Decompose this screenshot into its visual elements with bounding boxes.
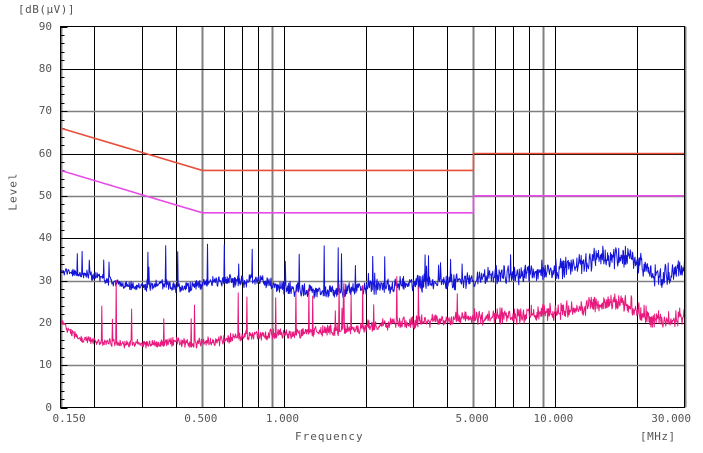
measurement-traces <box>60 243 685 349</box>
y-tick-30: 30 <box>38 273 52 287</box>
y-tick-20: 20 <box>38 315 52 329</box>
y-axis-unit-label: [dB(µV)] <box>18 3 75 16</box>
x-axis-unit-label: [MHz] <box>640 430 676 443</box>
x-tick-10.000: 10.000 <box>533 412 574 425</box>
y-tick-10: 10 <box>38 358 52 372</box>
vertical-minor-gridlines <box>94 26 638 408</box>
y-tick-0: 0 <box>45 400 52 414</box>
y-tick-60: 60 <box>38 146 52 160</box>
y-tick-90: 90 <box>38 19 52 33</box>
y-tick-50: 50 <box>38 188 52 202</box>
y-tick-40: 40 <box>38 231 52 245</box>
y-tick-70: 70 <box>38 104 52 118</box>
y-tick-80: 80 <box>38 61 52 75</box>
limit-lines <box>60 127 685 214</box>
x-tick-0.150: 0.150 <box>52 412 86 425</box>
x-axis-title: Frequency <box>295 430 364 443</box>
x-tick-5.000: 5.000 <box>455 412 489 425</box>
plot-frame <box>60 26 685 408</box>
x-tick-0.500: 0.500 <box>184 412 218 425</box>
x-tick-30.000: 30.000 <box>651 412 692 425</box>
vertical-major-gridlines <box>60 26 687 408</box>
horizontal-gridlines <box>60 69 685 367</box>
x-tick-1.000: 1.000 <box>265 412 300 425</box>
